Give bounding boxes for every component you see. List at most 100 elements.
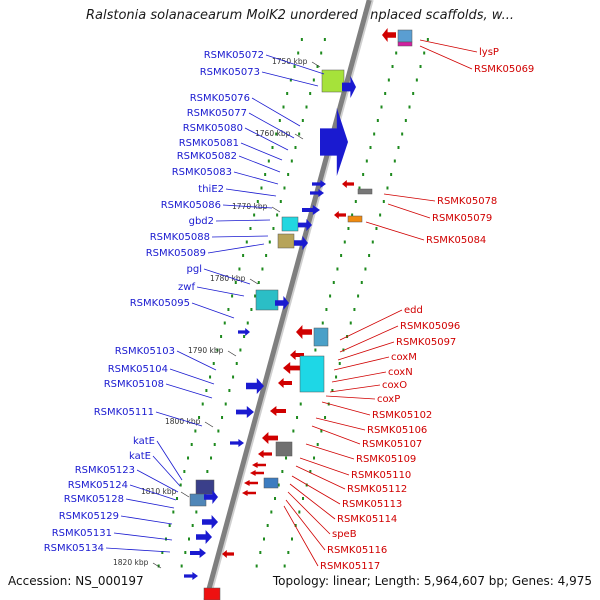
track-tick [224, 402, 227, 406]
track-tick [358, 186, 361, 190]
track-tick [312, 78, 315, 82]
track-tick [176, 497, 179, 500]
forward-gene-box-8 [277, 233, 295, 249]
track-tick [316, 65, 319, 68]
reverse-gene-arrow-17 [252, 462, 266, 468]
map-title: Ralstonia solanacearum MolK2 unordered u… [85, 8, 514, 23]
track-tick [298, 132, 301, 136]
track-tick [290, 159, 293, 163]
gene-label-leader [207, 243, 265, 254]
gene-label-left: RSMK05108 [104, 379, 213, 399]
track-tick [360, 281, 363, 284]
gene-label-leader [383, 193, 436, 202]
gene-label-text: RSMK05104 [108, 364, 168, 375]
track-tick [227, 308, 230, 311]
gene-label-leader [305, 443, 355, 460]
gene-label-leader [387, 203, 431, 219]
gene-label-text: thiE2 [198, 184, 224, 195]
track-tick [343, 240, 346, 244]
track-tick [183, 470, 186, 473]
track-tick [325, 308, 328, 311]
reverse-gene-arrow-10 [283, 362, 301, 374]
track-tick [426, 38, 429, 41]
track-tick [329, 294, 332, 298]
track-tick [179, 483, 182, 487]
scale-mark-leader [271, 206, 281, 213]
forward-gene-arrow-14 [236, 406, 254, 418]
track-tick [282, 105, 285, 109]
track-tick [260, 186, 263, 190]
gene-label-right: RSMK05079 [387, 203, 492, 224]
reverse-gene-arrow-16 [258, 450, 272, 458]
gene-label-text: speB [332, 529, 357, 540]
gene-label-leader [125, 498, 175, 509]
gene-label-leader [136, 469, 179, 493]
gene-label-leader [129, 484, 177, 501]
gene-label-text: RSMK05124 [68, 480, 128, 491]
backbone-shadow [207, 0, 374, 600]
track-tick [268, 240, 271, 244]
track-tick [323, 38, 326, 41]
gene-label-text: RSMK05106 [367, 425, 427, 436]
track-tick [228, 389, 231, 392]
gene-label-text: RSMK05116 [327, 545, 387, 556]
forward-gene-arrow-2 [320, 108, 348, 176]
gene-label-leader [329, 384, 381, 393]
track-tick [234, 281, 237, 284]
gene-label-leader [169, 368, 215, 385]
track-tick [362, 173, 365, 176]
track-tick [194, 429, 197, 433]
track-tick [264, 173, 267, 176]
track-tick [246, 321, 249, 325]
gene-label-left: RSMK05089 [146, 243, 265, 259]
gene-label-leader [233, 171, 279, 185]
track-tick [217, 429, 220, 433]
track-tick [395, 51, 398, 55]
gene-label-right: RSMK05084 [365, 221, 486, 246]
gene-label-left: RSMK05104 [108, 364, 215, 385]
gene-label-text: RSMK05079 [432, 213, 492, 224]
forward-gene-box-16 [195, 479, 215, 495]
gene-label-leader [337, 341, 395, 361]
gene-label-left: katE [133, 436, 183, 481]
track-tick [291, 537, 293, 541]
gene-label-leader [315, 417, 366, 431]
gene-label-leader [285, 499, 326, 551]
gene-label-left: pgl [187, 264, 251, 285]
track-tick [404, 119, 407, 122]
reverse-gene-arrow-13 [270, 406, 286, 416]
track-tick [324, 416, 327, 419]
track-tick [198, 416, 201, 419]
gene-label-left: RSMK05073 [200, 67, 319, 87]
tick-track-1 [180, 38, 326, 568]
track-tick [412, 92, 415, 95]
track-tick [253, 213, 256, 217]
gene-label-left: RSMK05131 [52, 528, 173, 541]
track-tick [190, 443, 193, 446]
track-tick [380, 105, 383, 109]
gene-label-leader [105, 547, 171, 553]
forward-gene-box-17 [189, 493, 207, 507]
track-tick [242, 254, 245, 257]
gene-label-text: coxM [391, 352, 417, 363]
gene-label-text: RSMK05073 [200, 67, 260, 78]
backbone-group [203, 0, 374, 600]
gene-label-left: RSMK05123 [75, 465, 179, 493]
reverse-gene-arrow-21 [242, 490, 256, 496]
gene-label-left: RSMK05077 [187, 108, 295, 139]
gene-label-leader [251, 97, 301, 127]
gene-label-leader [333, 356, 390, 371]
track-tick [336, 267, 339, 271]
track-tick [423, 51, 426, 55]
gene-label-leader [339, 325, 399, 353]
track-tick [243, 335, 246, 338]
track-tick [391, 65, 394, 68]
gene-label-left: zwf [178, 282, 245, 297]
gene-label-text: RSMK05076 [190, 93, 250, 104]
reverse-gene-arrow-0 [382, 28, 396, 42]
track-tick [364, 267, 367, 271]
gene-label-left: RSMK05080 [183, 123, 289, 151]
track-tick [387, 78, 390, 82]
gene-label-leader [295, 465, 346, 490]
